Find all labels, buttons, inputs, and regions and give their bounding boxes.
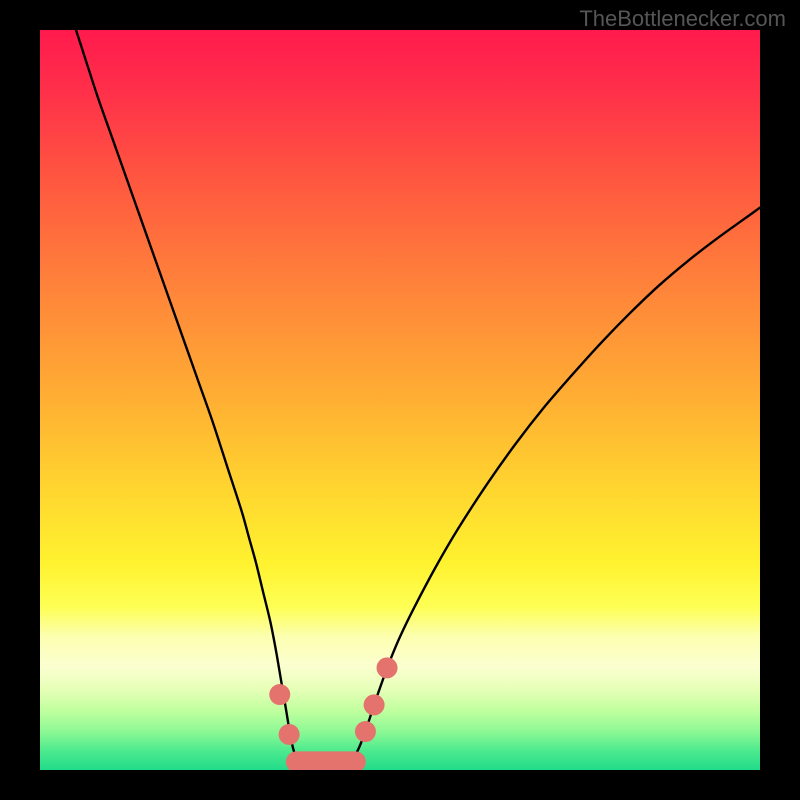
watermark-text: TheBottlenecker.com bbox=[579, 6, 786, 32]
plot-background bbox=[40, 30, 760, 770]
bottleneck-chart bbox=[0, 0, 800, 800]
data-marker bbox=[279, 724, 300, 745]
data-marker bbox=[355, 721, 376, 742]
data-marker bbox=[377, 657, 398, 678]
chart-container: { "canvas": { "width": 800, "height": 80… bbox=[0, 0, 800, 800]
data-marker bbox=[269, 684, 290, 705]
optimal-range-capsule bbox=[286, 751, 366, 772]
data-marker bbox=[364, 694, 385, 715]
